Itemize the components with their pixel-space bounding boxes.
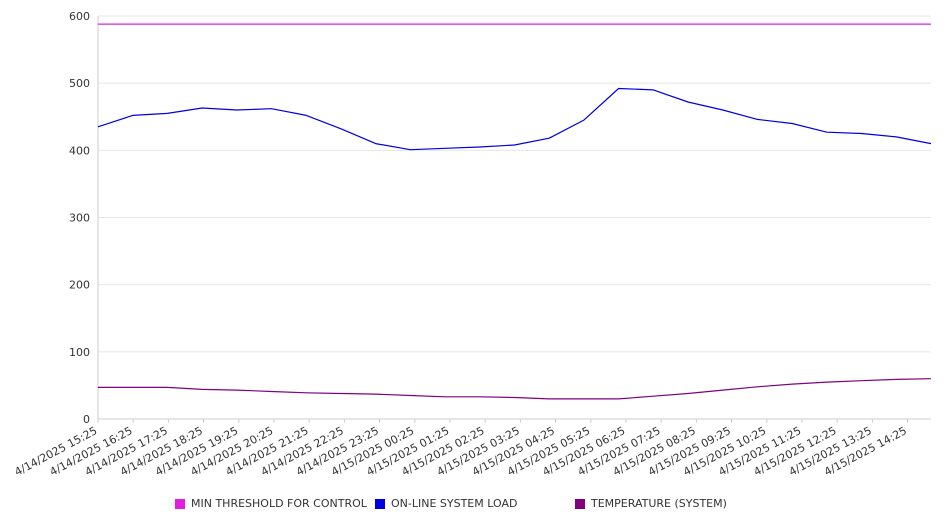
legend-item-min-threshold: MIN THRESHOLD FOR CONTROL <box>175 497 367 510</box>
y-tick-label: 500 <box>69 77 90 90</box>
series-line-2 <box>98 378 932 400</box>
series-line-1 <box>97 87 932 151</box>
legend-item-temperature: TEMPERATURE (SYSTEM) <box>575 497 727 510</box>
y-tick-label: 100 <box>69 346 90 359</box>
y-tick-label: 200 <box>69 279 90 292</box>
legend-label-temperature: TEMPERATURE (SYSTEM) <box>591 497 727 510</box>
legend-swatch-temperature <box>575 498 585 509</box>
legend-label-min-threshold: MIN THRESHOLD FOR CONTROL <box>191 497 367 510</box>
legend: MIN THRESHOLD FOR CONTROL ON-LINE SYSTEM… <box>0 497 946 517</box>
y-tick-label: 400 <box>69 144 90 157</box>
y-tick-label: 300 <box>69 212 90 225</box>
legend-swatch-min-threshold <box>175 498 185 509</box>
legend-label-system-load: ON-LINE SYSTEM LOAD <box>391 497 518 510</box>
y-tick-label: 600 <box>69 10 90 23</box>
legend-swatch-system-load <box>375 498 385 509</box>
legend-item-system-load: ON-LINE SYSTEM LOAD <box>375 497 517 510</box>
y-tick-label: 0 <box>83 413 90 426</box>
